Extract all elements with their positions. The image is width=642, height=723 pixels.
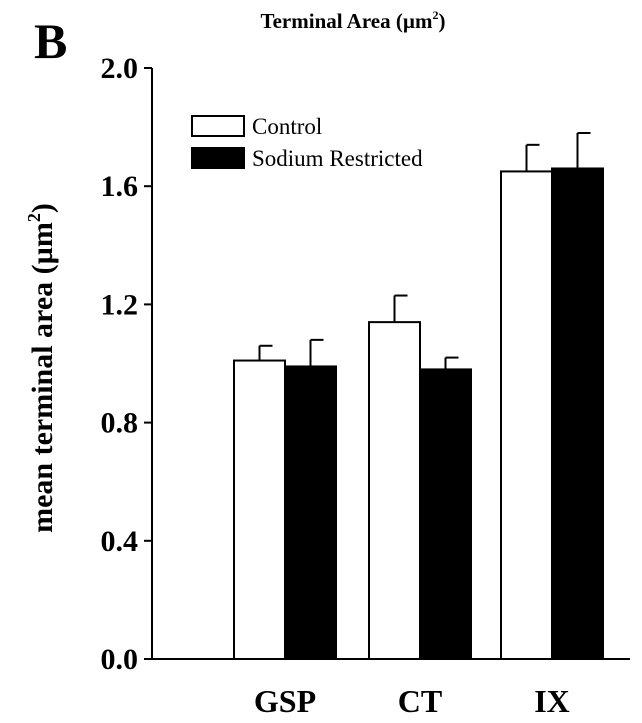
chart-title: Terminal Area (µm2) bbox=[261, 8, 446, 33]
bar-gsp-control bbox=[233, 359, 286, 660]
chart-title-main: Terminal Area (µm bbox=[261, 9, 433, 33]
x-category-label: IX bbox=[534, 683, 570, 719]
y-axis-label: mean terminal area (µm2) bbox=[24, 203, 59, 533]
legend-swatch-sodium-restricted bbox=[191, 147, 245, 169]
bar-ix-sodium-restricted bbox=[551, 167, 604, 660]
y-tick-label: 1.6 bbox=[101, 170, 139, 203]
legend: Control Sodium Restricted bbox=[191, 114, 423, 171]
legend-swatch-control bbox=[191, 115, 245, 137]
y-tick-label: 0.4 bbox=[101, 525, 139, 558]
y-tick-label: 0.0 bbox=[101, 643, 139, 676]
y-axis-label-superscript: 2 bbox=[24, 213, 44, 222]
x-category-label: GSP bbox=[254, 683, 316, 719]
y-tick-label: 2.0 bbox=[101, 52, 139, 85]
bar-gsp-sodium-restricted bbox=[284, 365, 337, 660]
legend-label-sodium-restricted: Sodium Restricted bbox=[252, 146, 423, 171]
bar-ix-control bbox=[500, 170, 553, 661]
y-axis-label-suffix: ) bbox=[26, 203, 59, 213]
bar-ct-control bbox=[368, 321, 421, 660]
axes: 0.0 0.4 0.8 1.2 1.6 2.0 GSP CT IX bbox=[101, 52, 630, 719]
x-category-label: CT bbox=[398, 683, 442, 719]
legend-label-control: Control bbox=[252, 114, 322, 139]
y-tick-label: 1.2 bbox=[101, 288, 139, 321]
chart-title-suffix: ) bbox=[438, 9, 445, 33]
bars bbox=[233, 132, 604, 661]
panel-letter: B bbox=[34, 13, 67, 69]
y-axis-label-main: mean terminal area (µm bbox=[26, 222, 59, 533]
y-tick-label: 0.8 bbox=[101, 407, 139, 440]
bar-ct-sodium-restricted bbox=[419, 368, 472, 660]
chart-title-superscript: 2 bbox=[432, 8, 438, 22]
